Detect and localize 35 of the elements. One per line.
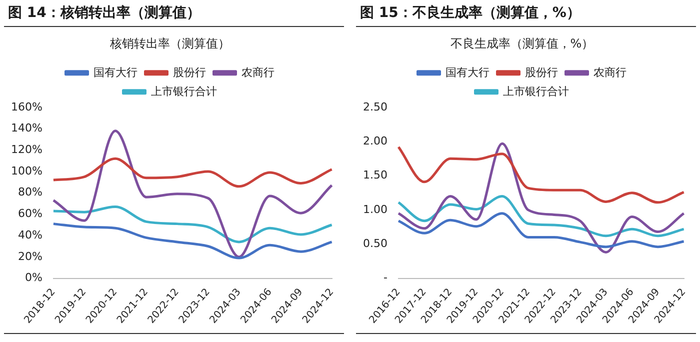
line-series bbox=[397, 146, 686, 204]
y-tick-label: - bbox=[384, 271, 388, 284]
legend-label: 国有大行 bbox=[445, 66, 490, 79]
y-tick-label: 40% bbox=[18, 228, 42, 242]
y-tick-label: 2.00 bbox=[362, 134, 388, 148]
legend-label: 上市银行合计 bbox=[502, 84, 569, 98]
y-tick-label: 100% bbox=[10, 164, 42, 178]
line-series bbox=[52, 222, 334, 260]
y-tick-label: 0.50 bbox=[362, 236, 388, 250]
y-tick-label: 0% bbox=[24, 271, 42, 284]
legend-label: 农商行 bbox=[593, 66, 626, 79]
line-series bbox=[397, 195, 686, 238]
legend-label: 国有大行 bbox=[93, 66, 138, 79]
chart-subtitle: 不良生成率（测算值，%） bbox=[450, 36, 594, 50]
chart-subtitle: 核销转出率（测算值） bbox=[109, 36, 230, 50]
line-series bbox=[397, 212, 686, 248]
y-tick-label: 80% bbox=[18, 186, 42, 199]
legend-label: 上市银行合计 bbox=[150, 84, 217, 98]
y-tick-label: 1.50 bbox=[362, 168, 388, 182]
legend-label: 农商行 bbox=[241, 66, 274, 79]
line-series bbox=[52, 130, 334, 258]
legend-label: 股份行 bbox=[172, 66, 206, 79]
chart-title: 图 14：核销转出率（测算值） bbox=[4, 2, 344, 27]
chart-title: 图 15：不良生成率（测算值，%） bbox=[356, 2, 696, 27]
y-tick-label: 60% bbox=[18, 207, 42, 220]
line-series bbox=[397, 142, 686, 254]
y-tick-label: 160% bbox=[10, 100, 42, 114]
y-tick-label: 140% bbox=[10, 122, 42, 135]
line-series bbox=[52, 157, 334, 188]
y-tick-label: 20% bbox=[18, 250, 42, 263]
y-tick-label: 2.50 bbox=[362, 100, 388, 114]
line-series bbox=[52, 205, 334, 244]
y-tick-label: 120% bbox=[10, 142, 42, 156]
y-tick-label: 1.00 bbox=[362, 202, 388, 216]
legend-label: 股份行 bbox=[524, 66, 558, 79]
